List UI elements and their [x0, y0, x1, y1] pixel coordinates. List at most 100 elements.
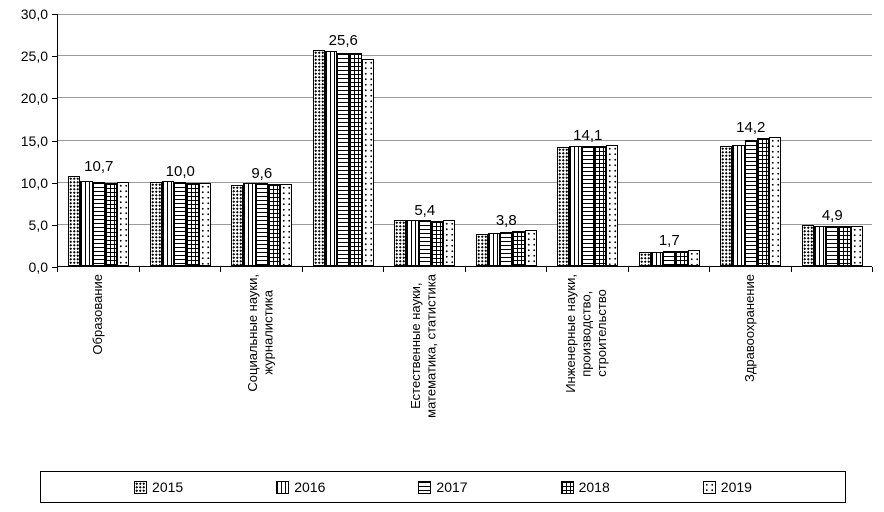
y-axis-tick [52, 56, 57, 58]
category-label-cell: Социальные науки, журналистика [220, 274, 302, 466]
legend-item-2017: 2017 [418, 479, 468, 495]
bar-2019-group8 [687, 250, 700, 266]
bar-2019-group2 [198, 183, 211, 266]
x-axis-tick [628, 267, 629, 272]
category-axis: Образование Социальные науки, журналистик… [57, 271, 872, 467]
bar-2018-group2 [186, 183, 199, 266]
category-label-cell: Естественные науки, математика, статисти… [383, 274, 465, 466]
bar-2018-group1 [104, 183, 118, 266]
value-label: 9,6 [251, 164, 273, 182]
category-label: Социальные науки, журналистика [245, 274, 276, 392]
value-label: 4,9 [821, 206, 843, 224]
x-axis-tick [791, 267, 792, 272]
bar-2018-group6 [512, 231, 525, 266]
value-label: 10,7 [84, 157, 114, 175]
legend-label: 2017 [436, 479, 468, 495]
y-axis-tick-label: 30,0 [20, 6, 48, 22]
legend-item-2018: 2018 [560, 479, 610, 495]
x-axis-tick [465, 267, 466, 272]
x-axis-tick [872, 267, 873, 272]
bar-2018-group5 [430, 221, 444, 266]
y-axis-tick [52, 140, 57, 142]
bar-2015-group5 [394, 220, 407, 266]
bar-2017-group1 [92, 182, 105, 266]
bar-2017-group6 [500, 232, 513, 266]
bar-2015-group9 [720, 146, 733, 266]
category-label-cell: Инженерные науки, производство, строител… [546, 274, 628, 466]
y-axis-tick-label: 25,0 [20, 48, 48, 65]
gridline [58, 224, 872, 225]
bar-2019-group7 [606, 145, 619, 266]
bar-2016-group8 [650, 252, 664, 266]
bar-2019-group4 [361, 59, 374, 266]
value-label: 3,8 [495, 211, 517, 229]
bar-2017-group2 [174, 182, 187, 266]
bar-2016-group1 [80, 181, 93, 266]
bar-2018-group4 [349, 53, 362, 266]
x-axis-tick [220, 267, 221, 272]
category-label: Образование [89, 274, 105, 355]
value-label: 14,1 [573, 126, 603, 144]
bar-2015-group1 [68, 176, 81, 266]
y-axis-tick [52, 267, 57, 268]
bar-2016-group5 [406, 220, 419, 266]
gridline [58, 14, 872, 15]
legend: 2015 2016 2017 2018 2019 [40, 471, 846, 503]
y-axis-tick-label: 5,0 [28, 216, 48, 233]
bar-2018-group9 [756, 138, 770, 266]
category-label: Естественные науки, математика, статисти… [408, 274, 439, 418]
bar-2017-group5 [418, 220, 431, 266]
value-label: 1,7 [658, 231, 680, 249]
grid-swatch-icon [560, 480, 574, 494]
category-label-cell: Образование [57, 274, 139, 466]
gridline [58, 140, 872, 141]
bar-2015-group2 [149, 182, 162, 266]
bar-2019-group6 [524, 230, 537, 266]
bar-2019-group9 [769, 137, 782, 266]
bar-2015-group6 [475, 234, 488, 266]
bar-2015-group4 [312, 50, 325, 266]
value-label: 25,6 [328, 32, 358, 50]
plot-area: 10,7 10,0 9,6 25,6 5,4 3,8 14,1 1,7 14,2 4,9 [57, 14, 872, 267]
y-axis-tick [52, 182, 57, 184]
bar-2019-group5 [443, 220, 456, 266]
value-label: 14,2 [736, 118, 766, 136]
category-label-cell: Здравоохранение [709, 274, 791, 466]
bar-2016-group6 [487, 233, 501, 266]
bar-2015-group3 [231, 185, 244, 266]
gridline [58, 55, 872, 56]
legend-label: 2019 [720, 479, 752, 495]
bar-2015-group7 [557, 147, 570, 266]
x-axis-tick [709, 267, 710, 272]
bar-2019-group3 [280, 184, 293, 266]
bar-2017-group4 [337, 53, 350, 266]
category-label: Инженерные науки, производство, строител… [563, 274, 610, 393]
legend-label: 2018 [578, 479, 610, 495]
gridline [58, 182, 872, 183]
y-axis-tick-label: 15,0 [20, 132, 48, 149]
x-axis-tick [383, 267, 384, 272]
bar-2018-group3 [267, 184, 281, 266]
y-axis-tick-label: 20,0 [20, 90, 48, 107]
y-axis-tick-label: 10,0 [20, 174, 48, 191]
bar-2016-group4 [324, 51, 338, 266]
bar-2018-group8 [675, 251, 688, 266]
category-label: Здравоохранение [741, 274, 757, 383]
bar-2015-group10 [801, 225, 814, 266]
sparse-dots-swatch-icon [702, 480, 716, 494]
legend-item-2015: 2015 [134, 479, 183, 495]
bar-2017-group10 [826, 226, 839, 266]
y-axis-tick-label: 0,0 [28, 259, 48, 275]
bar-2016-group7 [569, 146, 582, 266]
bar-2016-group9 [732, 145, 745, 266]
x-axis-tick [302, 267, 303, 272]
legend-label: 2015 [152, 479, 184, 495]
x-axis-tick [57, 267, 58, 272]
bar-2017-group9 [744, 140, 757, 266]
y-axis-tick [52, 98, 57, 100]
dense-dots-swatch-icon [134, 480, 148, 494]
gridline [58, 97, 872, 98]
bar-2016-group2 [161, 181, 175, 266]
bar-2018-group7 [593, 146, 607, 266]
